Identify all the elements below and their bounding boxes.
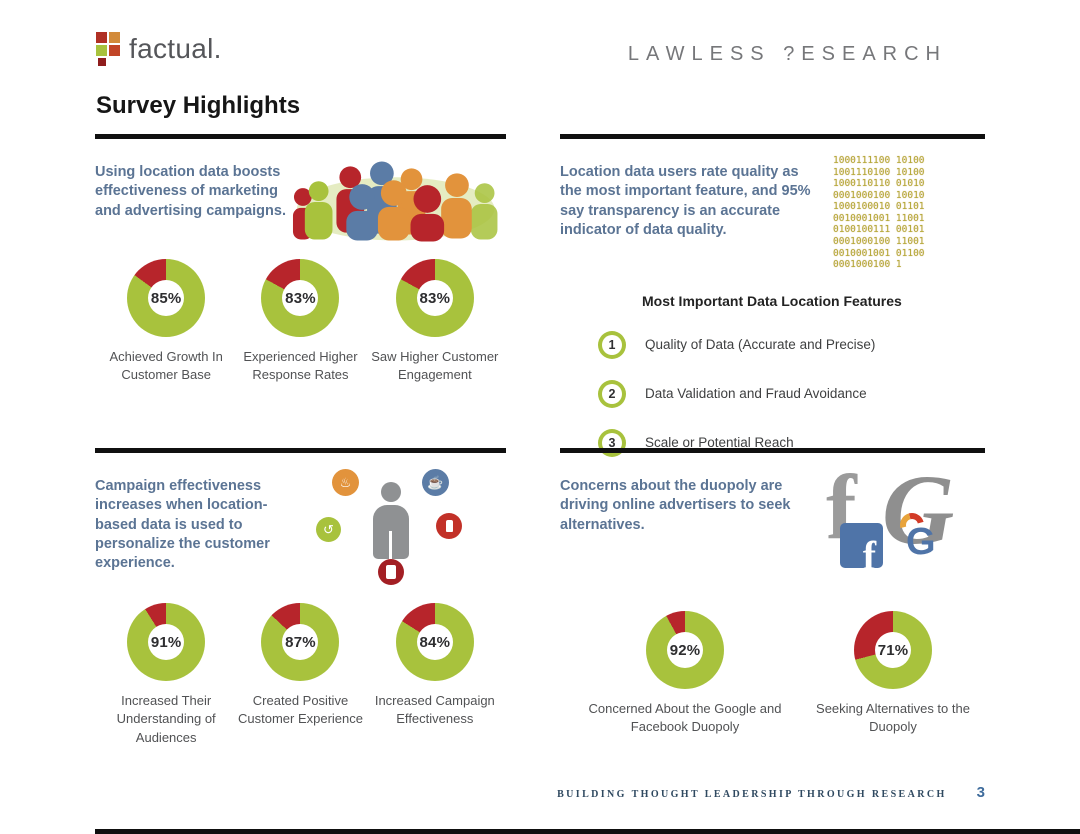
donut-label: Experienced Higher Response Rates (243, 349, 358, 383)
divider-bar (95, 134, 506, 139)
divider-bar (560, 134, 985, 139)
rank-badge: 2 (598, 379, 626, 408)
donut-chart-campaign-effectiveness: 84% Increased Campaign Effectiveness (368, 603, 502, 747)
refresh-icon: ↺ (316, 517, 341, 542)
donut-label: Increased Campaign Effectiveness (374, 693, 495, 727)
feature-label: Data Validation and Fraud Avoidance (645, 386, 867, 402)
donut-value: 85% (150, 289, 182, 307)
donut-ring: 92% (646, 611, 724, 689)
list-item: 2 Data Validation and Fraud Avoidance (598, 379, 985, 408)
donut-label: Seeking Alternatives to the Duopoly (816, 701, 970, 735)
donut-chart-audience-understanding: 91% Increased Their Understanding of Aud… (99, 603, 233, 747)
bottom-divider-bar (95, 829, 1080, 834)
donut-value: 92% (669, 641, 701, 659)
quadrant-headline: Location data users rate quality as the … (560, 164, 811, 238)
quadrant-headline: Using location data boosts effectiveness… (95, 164, 286, 219)
donut-label: Increased Their Understanding of Audienc… (116, 693, 216, 745)
donut-chart-duopoly-concern: 92% Concerned About the Google and Faceb… (566, 611, 804, 737)
donut-label: Achieved Growth In Customer Base (109, 349, 223, 383)
donut-ring: 85% (127, 259, 206, 337)
google-letter: G (882, 454, 955, 565)
footer-tagline: BUILDING THOUGHT LEADERSHIP THROUGH RESE… (557, 789, 947, 800)
feature-list-title: Most Important Data Location Features (642, 292, 902, 309)
facebook-google-illustration: f G f G (824, 457, 957, 577)
quadrant-personalization: Campaign effectiveness increases when lo… (95, 448, 506, 747)
feature-ranking-list: Most Important Data Location Features 1 … (560, 293, 985, 457)
feature-label: Quality of Data (Accurate and Precise) (645, 337, 876, 353)
feature-label: Scale or Potential Reach (645, 435, 794, 451)
donut-label: Saw Higher Customer Engagement (371, 349, 499, 383)
footer: BUILDING THOUGHT LEADERSHIP THROUGH RESE… (557, 784, 985, 801)
donut-value: 83% (419, 289, 451, 307)
rank-badge: 1 (598, 330, 626, 359)
donut-ring: 83% (261, 259, 340, 337)
donut-chart-customer-engagement: 83% Saw Higher Customer Engagement (368, 259, 502, 385)
drink-icon: ☕ (422, 469, 449, 496)
donut-ring: 91% (127, 603, 206, 681)
food-icon: ♨ (332, 469, 359, 496)
person-touchpoints-illustration: ♨ ☕ ↺ (316, 469, 466, 589)
binary-code-illustration: 1000111100 10100 1001110100 10100 100011… (833, 155, 925, 271)
list-item: 3 Scale or Potential Reach (598, 428, 985, 457)
factual-logo-text: factual. (129, 32, 222, 64)
donut-chart-seeking-alternatives: 71% Seeking Alternatives to the Duopoly (807, 611, 979, 737)
donut-chart-positive-experience: 87% Created Positive Customer Experience (233, 603, 367, 747)
donut-ring: 83% (395, 259, 474, 337)
quadrant-duopoly: Concerns about the duopoly are driving o… (560, 448, 985, 737)
quadrant-marketing-effectiveness: Using location data boosts effectiveness… (95, 134, 506, 385)
donut-value: 71% (877, 641, 909, 659)
crowd-illustration (292, 161, 498, 242)
page-number: 3 (976, 784, 985, 801)
google-logo-icon: G (906, 521, 936, 563)
bottle-icon (436, 513, 462, 539)
donut-ring: 87% (261, 603, 340, 681)
lawless-research-logo: LAWLESS ?ESEARCH (627, 43, 947, 65)
quadrant-headline: Concerns about the duopoly are driving o… (560, 478, 791, 533)
factual-logo: factual. (96, 32, 222, 66)
page-title: Survey Highlights (96, 92, 301, 119)
donut-value: 84% (419, 633, 451, 651)
donut-value: 83% (285, 289, 316, 307)
divider-bar (560, 448, 985, 453)
divider-bar (95, 448, 506, 453)
person-avatar (381, 482, 401, 502)
donut-value: 87% (285, 633, 316, 651)
factual-logo-icon (96, 32, 121, 66)
quadrant-data-quality: Location data users rate quality as the … (560, 134, 985, 478)
donut-chart-response-rates: 83% Experienced Higher Response Rates (233, 259, 367, 385)
list-item: 1 Quality of Data (Accurate and Precise) (598, 330, 985, 359)
donut-ring: 71% (854, 611, 932, 689)
phone-icon (378, 559, 404, 585)
donut-value: 91% (150, 633, 182, 651)
facebook-logo-icon: f (840, 523, 884, 568)
donut-chart-achieved-growth: 85% Achieved Growth In Customer Base (99, 259, 233, 385)
quadrant-headline: Campaign effectiveness increases when lo… (95, 478, 270, 572)
donut-label: Created Positive Customer Experience (237, 693, 363, 727)
donut-label: Concerned About the Google and Facebook … (588, 701, 782, 735)
donut-ring: 84% (395, 603, 474, 681)
header: factual. LAWLESS ?ESEARCH (96, 32, 985, 66)
